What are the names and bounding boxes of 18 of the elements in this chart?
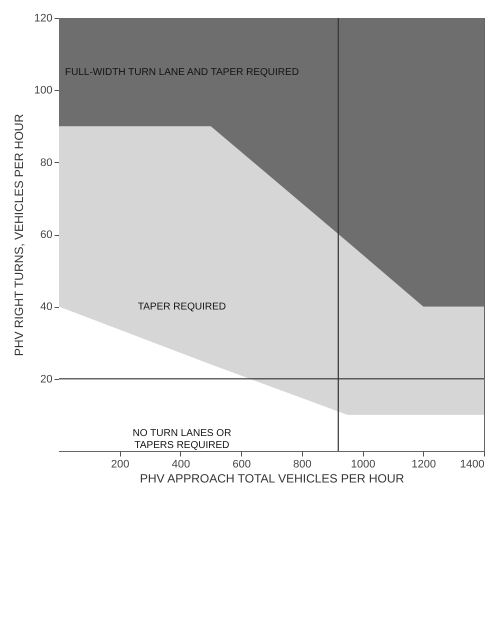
annotation: NO TURN LANES OR TAPERS REQUIRED [132,428,232,451]
annotation: FULL-WIDTH TURN LANE AND TAPER REQUIRED [64,67,299,78]
y-tick-label: 20 [40,373,52,386]
x-tick-label: 200 [111,458,130,470]
y-axis-title: PHV RIGHT TURNS, VEHICLES PER HOUR [12,114,26,356]
y-tick-label: 40 [40,301,52,314]
x-tick-label: 1200 [412,458,436,470]
y-tick-label: 60 [40,229,52,241]
y-tick-label: 80 [40,156,52,169]
x-tick-label: 600 [232,458,251,470]
x-tick-label: 1400 [460,458,484,470]
y-tick-label: 120 [34,12,52,24]
annotation: TAPER REQUIRED [138,302,226,313]
y-tick-label: 100 [34,84,52,97]
x-axis-title: PHV APPROACH TOTAL VEHICLES PER HOUR [140,472,404,486]
x-tick-label: 1000 [350,458,376,470]
x-tick-label: 800 [293,458,312,470]
x-tick-label: 400 [172,458,190,470]
